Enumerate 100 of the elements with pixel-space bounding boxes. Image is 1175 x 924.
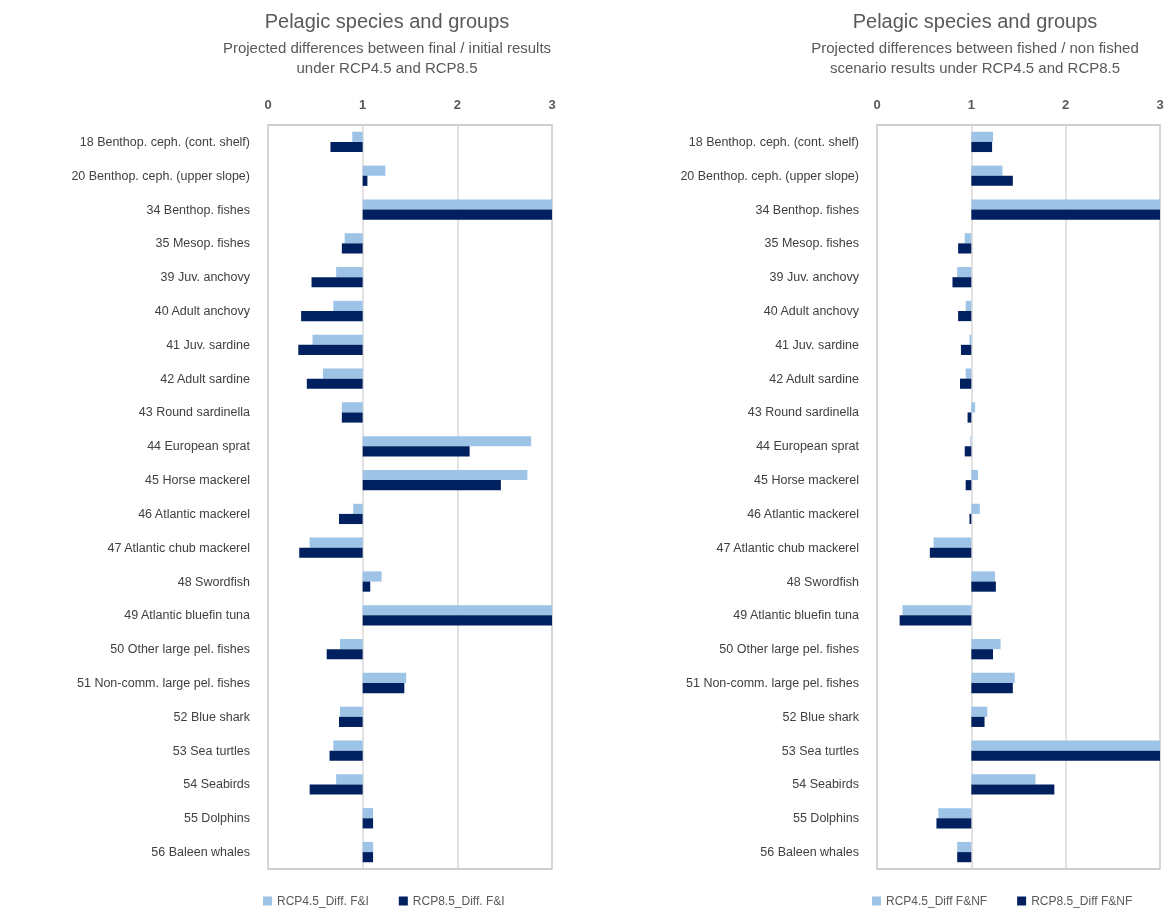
bar — [362, 615, 552, 626]
bar — [329, 750, 363, 761]
bar — [971, 581, 996, 592]
bar — [353, 503, 363, 514]
bar — [362, 571, 382, 582]
bar — [326, 649, 363, 660]
x-tick-label: 2 — [453, 97, 461, 112]
y-tick-label: 56 Baleen whales — [151, 845, 250, 860]
bar — [971, 706, 988, 717]
y-tick-label: 20 Benthop. ceph. (upper slope) — [680, 168, 859, 183]
bar — [933, 537, 972, 548]
chart-subtitle: Projected differences between final / initial results under RCP4.5 and RCP8.5 — [222, 38, 552, 76]
y-tick-label: 43 Round sardinella — [747, 405, 860, 420]
y-tick-label: 48 Swordfish — [786, 574, 860, 589]
bar — [902, 605, 972, 616]
y-tick-label: 43 Round sardinella — [138, 405, 251, 420]
bar — [309, 784, 363, 795]
y-tick-label: 54 Seabirds — [183, 777, 250, 792]
bar — [362, 605, 552, 616]
x-tick-label: 0 — [873, 97, 881, 112]
legend-label: RCP4.5_Diff F&NF — [886, 894, 988, 908]
y-tick-label: 35 Mesop. fishes — [764, 236, 859, 251]
bar — [971, 209, 1160, 220]
bar — [362, 480, 501, 491]
y-tick-label: 42 Adult sardine — [160, 371, 251, 386]
y-tick-label: 49 Atlantic bluefin tuna — [124, 608, 251, 623]
bar — [362, 436, 532, 447]
y-tick-label: 48 Swordfish — [177, 574, 251, 589]
y-tick-label: 47 Atlantic chub mackerel — [716, 540, 859, 555]
bar — [971, 131, 994, 142]
chart-subtitle: Projected differences between fished / non fished scenario results under RCP4.5 and RCP8.5 — [811, 38, 1139, 76]
y-tick-label: 44 European sprat — [756, 439, 860, 454]
y-tick-label: 52 Blue shark — [782, 709, 860, 724]
bar — [965, 368, 972, 379]
y-tick-label: 46 Atlantic mackerel — [747, 506, 859, 521]
x-tick-label: 1 — [967, 97, 975, 112]
bar — [341, 243, 363, 254]
bar — [362, 841, 374, 853]
bar — [333, 740, 363, 751]
y-tick-label: 44 European sprat — [147, 439, 251, 454]
y-tick-label: 53 Sea turtles — [172, 743, 250, 758]
x-tick-label: 2 — [1062, 97, 1070, 112]
bar — [971, 784, 1055, 795]
y-tick-label: 41 Juv. sardine — [166, 337, 251, 352]
bar — [971, 199, 1160, 210]
bar — [362, 581, 371, 592]
y-tick-label: 53 Sea turtles — [781, 743, 859, 758]
bar — [362, 199, 552, 210]
y-tick-label: 18 Benthop. ceph. (cont. shelf) — [688, 134, 859, 149]
bar — [299, 547, 363, 558]
y-tick-label: 35 Mesop. fishes — [155, 236, 250, 251]
bar — [971, 175, 1013, 186]
bar — [971, 469, 978, 481]
bar — [971, 774, 1036, 785]
bar — [311, 277, 363, 288]
y-tick-label: 51 Non-comm. large pel. fishes — [77, 676, 250, 690]
y-tick-label: 41 Juv. sardine — [775, 337, 860, 352]
y-tick-label: 42 Adult sardine — [769, 371, 860, 386]
bar — [958, 311, 972, 322]
bar — [352, 131, 363, 142]
y-tick-label: 46 Atlantic mackerel — [138, 506, 250, 521]
bar — [362, 672, 407, 683]
bar — [362, 818, 374, 829]
bar — [957, 852, 972, 863]
chart-title: Pelagic species and groups — [852, 10, 1098, 32]
bar — [301, 311, 363, 322]
bar — [336, 267, 363, 278]
bar — [362, 852, 374, 863]
bar — [952, 277, 972, 288]
y-tick-label: 51 Non-comm. large pel. fishes — [686, 676, 859, 690]
bar — [936, 818, 972, 829]
bar — [298, 344, 363, 355]
bar — [929, 547, 972, 558]
bar — [960, 378, 972, 389]
bar — [344, 233, 363, 244]
x-tick-label: 3 — [1156, 97, 1164, 112]
bar — [971, 672, 1015, 683]
bar — [964, 233, 972, 244]
bar — [960, 344, 972, 355]
bar — [362, 446, 470, 457]
y-tick-label: 18 Benthop. ceph. (cont. shelf) — [79, 134, 250, 149]
bar — [312, 334, 363, 345]
bar — [971, 402, 976, 413]
bar — [362, 469, 528, 481]
y-tick-label: 55 Dolphins — [792, 811, 859, 826]
y-tick-label: 39 Juv. anchovy — [160, 270, 251, 285]
y-tick-label: 20 Benthop. ceph. (upper slope) — [71, 168, 250, 183]
bar — [362, 165, 386, 176]
x-tick-label: 3 — [548, 97, 556, 112]
y-tick-label: 50 Other large pel. fishes — [110, 642, 250, 657]
bar — [971, 740, 1160, 751]
bar — [958, 243, 972, 254]
bar — [333, 300, 363, 311]
bar — [341, 412, 363, 423]
y-tick-label: 34 Benthop. fishes — [755, 202, 859, 217]
bar — [339, 639, 363, 650]
legend-label: RCP4.5_Diff. F&I — [277, 894, 369, 908]
bar — [339, 716, 363, 727]
bar — [339, 706, 363, 717]
y-tick-label: 56 Baleen whales — [760, 845, 859, 860]
